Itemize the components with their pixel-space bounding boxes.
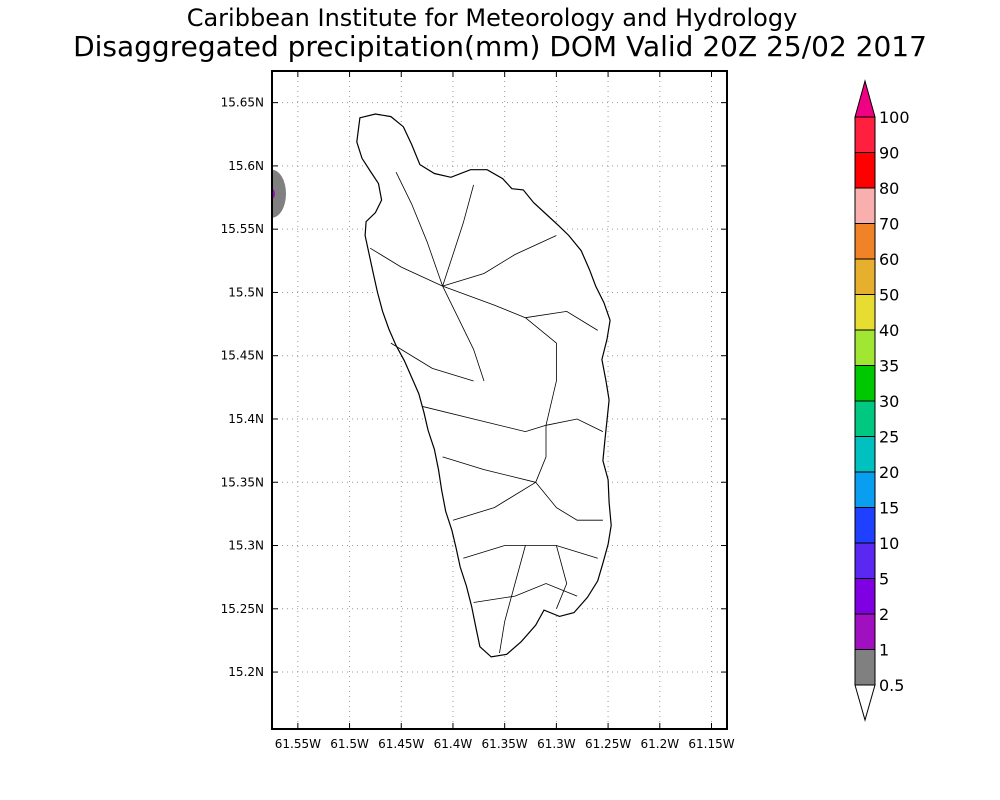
colorbar-label: 1	[879, 641, 889, 660]
dominica-coastline-layer	[356, 113, 612, 658]
colorbar-box	[854, 507, 876, 544]
river-line	[545, 418, 604, 432]
river-line	[395, 172, 443, 287]
latitude-axis: 15.65N 15.6N 15.55N 15.5N 15.45N 15.4N 15.35N 1…	[221, 96, 727, 679]
river-line	[499, 545, 526, 654]
lon-tick-label: 61.35W	[482, 737, 528, 751]
lat-tick-label: 15.2N	[228, 665, 264, 679]
lat-tick-label: 15.35N	[221, 475, 264, 489]
colorbar-label: 25	[879, 428, 899, 447]
river-line	[421, 405, 547, 433]
colorbar-box	[854, 471, 876, 508]
title-line-1: Caribbean Institute for Meteorology and …	[187, 4, 798, 32]
river-line	[473, 583, 578, 603]
colorbar-label: 90	[879, 144, 899, 163]
lat-tick-label: 15.65N	[221, 96, 264, 110]
colorbar-label: 40	[879, 321, 899, 340]
watershed-lines	[369, 172, 604, 654]
lon-tick-label: 61.2W	[640, 737, 679, 751]
river-line	[452, 481, 536, 521]
longitude-axis: 61.55W 61.5W 61.45W 61.4W 61.35W 61.3W 61.25W 6…	[275, 71, 735, 751]
lat-tick-label: 15.5N	[228, 285, 264, 299]
lat-tick-label: 15.45N	[221, 349, 264, 363]
title-line-2: Disaggregated precipitation(mm) DOM Vali…	[73, 30, 927, 63]
colorbar-box	[854, 613, 876, 650]
colorbar-box	[854, 116, 876, 153]
river-line	[390, 342, 474, 382]
colorbar-label: 10	[879, 534, 899, 553]
colorbar-box	[854, 649, 876, 686]
lat-tick-label: 15.6N	[228, 159, 264, 173]
colorbar-box	[854, 542, 876, 579]
lon-tick-label: 61.15W	[688, 737, 734, 751]
colorbar-label: 80	[879, 179, 899, 198]
colorbar-box	[854, 365, 876, 402]
lon-tick-label: 61.45W	[378, 737, 424, 751]
lat-tick-label: 15.55N	[221, 222, 264, 236]
colorbar-box	[854, 187, 876, 224]
lat-tick-label: 15.4N	[228, 412, 264, 426]
colorbar-label: 2	[879, 605, 889, 624]
river-line	[535, 425, 547, 483]
colorbar-box	[854, 152, 876, 189]
colorbar-box	[854, 223, 876, 260]
colorbar-box	[854, 578, 876, 615]
river-line	[525, 310, 598, 331]
colorbar-label: 0.5	[879, 676, 904, 695]
river-line	[442, 285, 526, 319]
dominica-coastline	[356, 113, 612, 658]
river-line	[525, 317, 557, 426]
river-line	[442, 456, 536, 483]
river-line	[442, 285, 485, 382]
river-line	[442, 184, 474, 287]
river-line	[535, 482, 603, 521]
colorbar-label: 70	[879, 215, 899, 234]
map-frame	[271, 70, 728, 730]
colorbar-label: 35	[879, 357, 899, 376]
river-line	[369, 247, 443, 287]
colorbar-label: 20	[879, 463, 899, 482]
lon-tick-label: 61.4W	[434, 737, 473, 751]
river-line	[442, 235, 557, 287]
lon-tick-label: 61.25W	[585, 737, 631, 751]
colorbar-label: 60	[879, 250, 899, 269]
colorbar-label: 100	[879, 108, 910, 127]
lon-tick-label: 61.55W	[275, 737, 321, 751]
lat-tick-label: 15.25N	[221, 602, 264, 616]
lon-tick-label: 61.3W	[537, 737, 576, 751]
precip-patch	[272, 169, 286, 218]
river-line	[556, 545, 568, 609]
colorbar-label: 5	[879, 570, 889, 589]
colorbar-box	[854, 294, 876, 331]
colorbar-over-triangle	[854, 79, 876, 118]
colorbar-label: 15	[879, 499, 899, 518]
colorbar-label: 30	[879, 392, 899, 411]
lat-tick-label: 15.3N	[228, 539, 264, 553]
grid-lines	[272, 71, 727, 729]
colorbar-label: 50	[879, 286, 899, 305]
river-line	[463, 545, 598, 559]
colorbar-box	[854, 258, 876, 295]
colorbar-box	[854, 436, 876, 473]
lon-tick-label: 61.5W	[330, 737, 369, 751]
colorbar-box	[854, 329, 876, 366]
colorbar-box	[854, 400, 876, 437]
colorbar-under-triangle	[854, 684, 876, 722]
